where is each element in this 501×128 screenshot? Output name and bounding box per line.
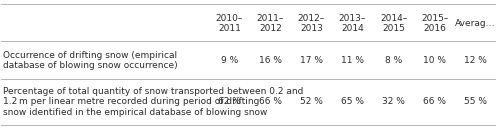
Text: 62 %: 62 % bbox=[218, 98, 241, 106]
Text: 55 %: 55 % bbox=[464, 98, 487, 106]
Text: 16 %: 16 % bbox=[259, 56, 282, 65]
Text: 2012–
2013: 2012– 2013 bbox=[298, 14, 325, 33]
Text: 66 %: 66 % bbox=[423, 98, 446, 106]
Text: 12 %: 12 % bbox=[464, 56, 487, 65]
Text: Averag…: Averag… bbox=[455, 19, 496, 28]
Text: Percentage of total quantity of snow transported between 0.2 and
1.2 m per linea: Percentage of total quantity of snow tra… bbox=[3, 87, 304, 117]
Text: 8 %: 8 % bbox=[385, 56, 402, 65]
Text: 2014–
2015: 2014– 2015 bbox=[380, 14, 407, 33]
Text: 2011–
2012: 2011– 2012 bbox=[257, 14, 284, 33]
Text: 52 %: 52 % bbox=[300, 98, 323, 106]
Text: 2015–
2016: 2015– 2016 bbox=[421, 14, 448, 33]
Text: 10 %: 10 % bbox=[423, 56, 446, 65]
Text: 65 %: 65 % bbox=[341, 98, 364, 106]
Text: 66 %: 66 % bbox=[259, 98, 282, 106]
Text: 32 %: 32 % bbox=[382, 98, 405, 106]
Text: Occurrence of drifting snow (empirical
database of blowing snow occurrence): Occurrence of drifting snow (empirical d… bbox=[3, 51, 178, 70]
Text: 9 %: 9 % bbox=[220, 56, 238, 65]
Text: 2010–
2011: 2010– 2011 bbox=[215, 14, 243, 33]
Text: 11 %: 11 % bbox=[341, 56, 364, 65]
Text: 17 %: 17 % bbox=[300, 56, 323, 65]
Text: 2013–
2014: 2013– 2014 bbox=[339, 14, 366, 33]
